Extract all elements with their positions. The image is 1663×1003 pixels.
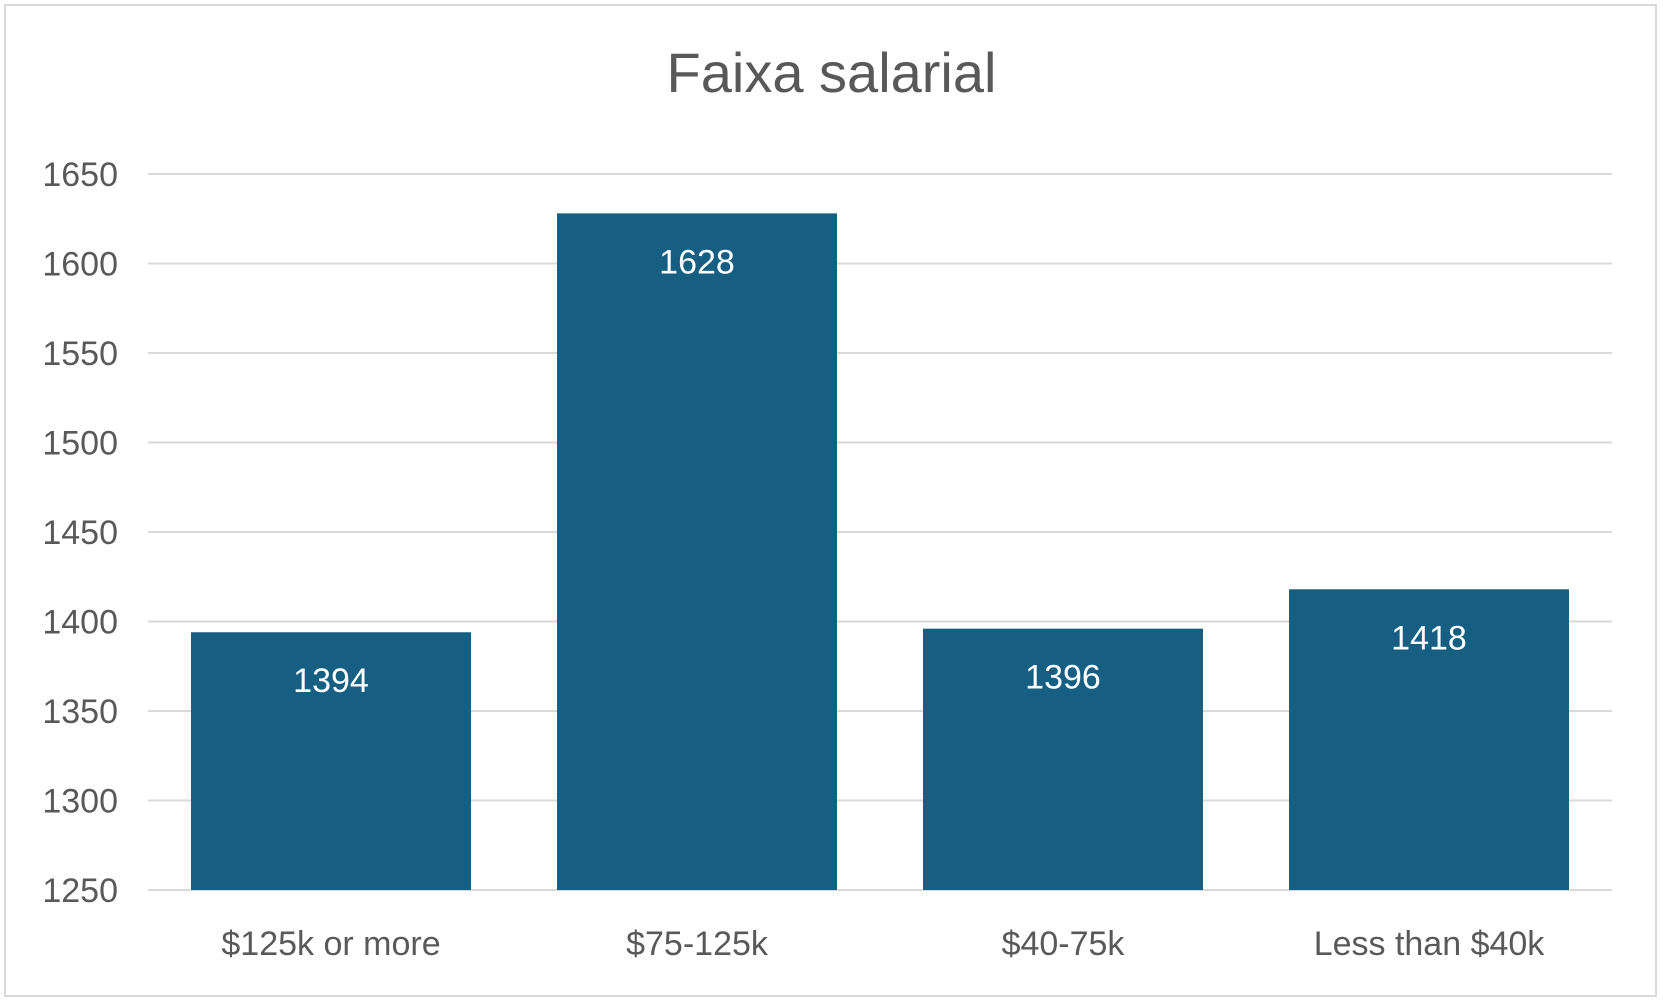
x-category-label: $40-75k (1002, 925, 1126, 963)
data-label: 1628 (659, 243, 735, 281)
bar (1289, 589, 1569, 890)
y-tick-label: 1450 (42, 514, 118, 552)
y-tick-label: 1400 (42, 604, 118, 642)
data-label: 1418 (1391, 619, 1467, 657)
y-axis-tick-labels: 1250 1300 1350 1400 1450 1500 1550 1600 1650 (42, 156, 118, 910)
x-category-label: $125k or more (221, 925, 440, 963)
x-category-label: Less than $40k (1314, 925, 1546, 963)
y-tick-label: 1600 (42, 246, 118, 284)
bar (923, 628, 1203, 890)
y-tick-label: 1300 (42, 783, 118, 821)
chart-title: Faixa salarial (666, 41, 997, 104)
y-tick-label: 1650 (42, 156, 118, 194)
data-labels: 1394 1628 1396 1418 (293, 243, 1467, 700)
y-tick-label: 1550 (42, 335, 118, 373)
y-tick-label: 1350 (42, 693, 118, 731)
y-tick-label: 1500 (42, 425, 118, 463)
bar (191, 632, 471, 890)
data-label: 1396 (1025, 659, 1101, 697)
bars (191, 213, 1569, 890)
y-tick-label: 1250 (42, 872, 118, 910)
bar (557, 213, 837, 890)
x-axis-category-labels: $125k or more $75-125k $40-75k Less than $4… (221, 925, 1545, 963)
x-category-label: $75-125k (626, 925, 769, 963)
data-label: 1394 (293, 662, 369, 700)
